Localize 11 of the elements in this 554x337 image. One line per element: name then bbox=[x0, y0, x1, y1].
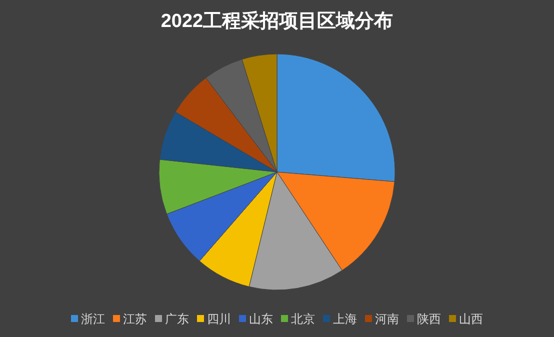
legend-label: 山西 bbox=[459, 312, 483, 326]
legend-label: 广东 bbox=[165, 312, 189, 326]
legend-label: 陕西 bbox=[417, 312, 441, 326]
legend-label: 上海 bbox=[333, 312, 357, 326]
legend-label: 浙江 bbox=[81, 312, 105, 326]
legend-label: 北京 bbox=[291, 312, 315, 326]
chart-title: 2022工程采招项目区域分布 bbox=[160, 10, 394, 32]
legend-label: 四川 bbox=[207, 312, 231, 326]
legend-label: 山东 bbox=[249, 312, 273, 326]
legend-label: 河南 bbox=[375, 312, 399, 326]
legend-label: 江苏 bbox=[123, 312, 147, 326]
